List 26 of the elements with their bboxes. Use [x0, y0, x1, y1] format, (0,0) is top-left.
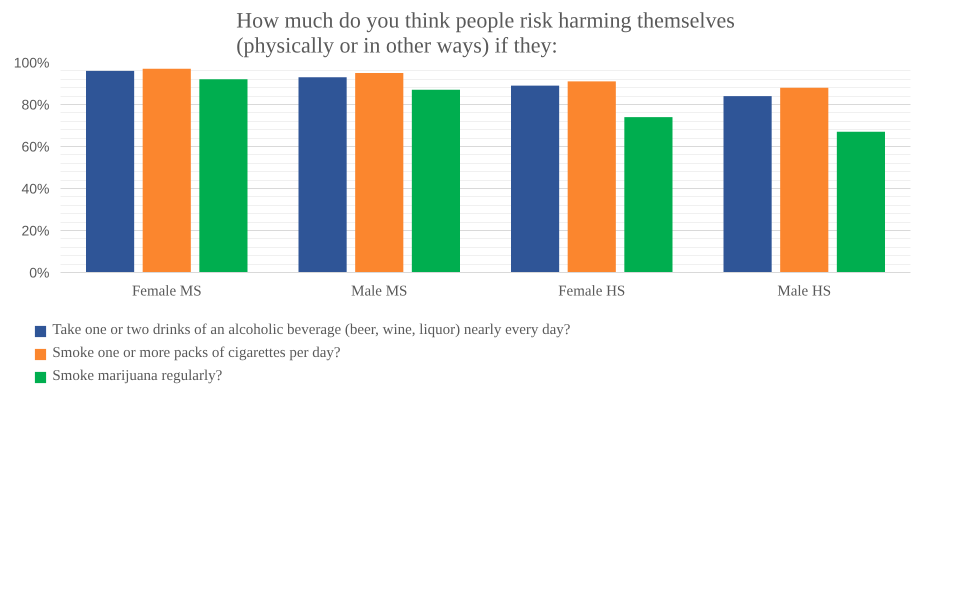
x-tick-label: Male HS — [777, 284, 832, 300]
bar — [142, 68, 191, 272]
bar — [355, 73, 404, 272]
y-tick-label: 100% — [14, 54, 50, 70]
x-tick-label: Female MS — [132, 284, 202, 300]
legend-label: Smoke one or more packs of cigarettes per day? — [52, 345, 341, 362]
bar — [86, 70, 134, 272]
bar — [511, 86, 560, 272]
x-tick-label: Female HS — [558, 284, 626, 300]
bar — [412, 90, 460, 272]
bar — [568, 81, 616, 272]
y-tick-label: 60% — [21, 138, 50, 154]
bar — [780, 88, 828, 272]
y-tick-label: 0% — [29, 264, 50, 280]
y-tick-label: 20% — [21, 222, 50, 238]
legend-label: Take one or two drinks of an alcoholic beverage (beer, wine, liquor) nearly every day? — [52, 322, 570, 339]
chart-title: How much do you think people risk harming themselves (physically or in other ways) if they: — [236, 8, 735, 58]
bar — [298, 77, 347, 272]
bar — [199, 79, 248, 272]
y-tick-label: 40% — [21, 180, 50, 196]
bar — [624, 117, 672, 272]
bar — [724, 96, 772, 272]
legend-label: Smoke marijuana regularly? — [52, 368, 222, 385]
x-tick-label: Male MS — [351, 284, 408, 300]
y-tick-label: 80% — [21, 96, 50, 112]
bar — [836, 132, 885, 272]
